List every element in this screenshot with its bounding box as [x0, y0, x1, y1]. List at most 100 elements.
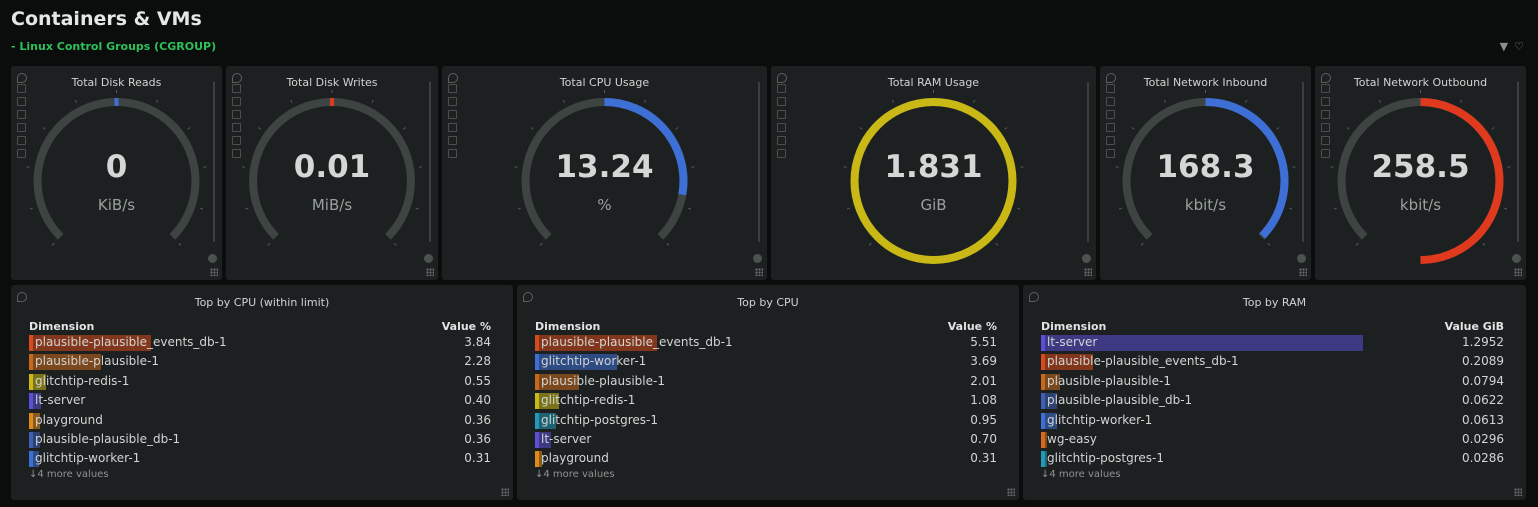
value-bar [29, 373, 47, 390]
table-card[interactable]: Top by CPU (within limit) Dimension Value … [11, 285, 513, 500]
resize-handle-icon[interactable] [426, 268, 434, 276]
table-row[interactable]: plausible-plausible-1 0.0794 [1041, 373, 1504, 390]
table-row[interactable]: glitchtip-postgres-1 0.0286 [1041, 450, 1504, 468]
resize-handle-icon[interactable] [1299, 268, 1307, 276]
more-values-link[interactable]: ↓4 more values [29, 469, 109, 480]
more-values-link[interactable]: ↓4 more values [535, 469, 615, 480]
tool-icon[interactable] [777, 97, 786, 106]
tool-icon[interactable] [17, 84, 26, 93]
tool-icon[interactable] [17, 149, 26, 158]
table-row[interactable]: wg-easy 0.0296 [1041, 431, 1504, 448]
column-header-value[interactable]: Value % [947, 320, 997, 333]
tool-icon[interactable] [777, 123, 786, 132]
more-values-link[interactable]: ↓4 more values [1041, 469, 1121, 480]
dimension-name: plausible-plausible_events_db-1 [541, 335, 733, 349]
table-row[interactable]: playground 0.36 [29, 412, 491, 429]
resize-handle-icon[interactable] [210, 268, 218, 276]
gauge-card[interactable]: Total Disk Reads 0 KiB/s [11, 66, 222, 280]
table-row[interactable]: glitchtip-redis-1 1.08 [535, 392, 997, 410]
gauge-scrollbar[interactable] [1087, 82, 1089, 242]
chart-toolbox[interactable] [1321, 84, 1330, 158]
table-row[interactable]: glitchtip-worker-1 0.0613 [1041, 412, 1504, 429]
tool-icon[interactable] [17, 123, 26, 132]
table-card[interactable]: Top by RAM Dimension Value GiB lt-server 1.2… [1023, 285, 1526, 500]
table-card[interactable]: Top by CPU Dimension Value % plausible-plau… [517, 285, 1019, 500]
gauge-card[interactable]: Total Network Outbound 258.5 kbit/s [1315, 66, 1526, 280]
table-row[interactable]: lt-server 0.40 [29, 392, 491, 410]
tool-icon[interactable] [1321, 149, 1330, 158]
resize-handle-icon[interactable] [1007, 488, 1015, 496]
resize-handle-icon[interactable] [1514, 488, 1522, 496]
chart-toolbox[interactable] [232, 84, 241, 158]
tool-icon[interactable] [232, 149, 241, 158]
gauge-card[interactable]: Total Network Inbound 168.3 kbit/s [1100, 66, 1311, 280]
gauge-card[interactable]: Total CPU Usage 13.24% [442, 66, 767, 280]
gauge-scrollbar[interactable] [429, 82, 431, 242]
table-row[interactable]: glitchtip-redis-1 0.55 [29, 373, 491, 390]
column-header-value[interactable]: Value GiB [1444, 320, 1504, 333]
tool-icon[interactable] [1321, 110, 1330, 119]
heart-icon[interactable]: ♡ [1514, 40, 1530, 53]
tool-icon[interactable] [1321, 123, 1330, 132]
tool-icon[interactable] [1106, 110, 1115, 119]
table-row[interactable]: plausible-plausible_db-1 0.0622 [1041, 392, 1504, 410]
tool-icon[interactable] [777, 149, 786, 158]
column-header-dimension[interactable]: Dimension [1041, 320, 1107, 333]
tool-icon[interactable] [1106, 123, 1115, 132]
tool-icon[interactable] [448, 123, 457, 132]
tool-icon[interactable] [777, 84, 786, 93]
resize-handle-icon[interactable] [501, 488, 509, 496]
table-row[interactable]: glitchtip-postgres-1 0.95 [535, 412, 997, 429]
tool-icon[interactable] [17, 97, 26, 106]
tool-icon[interactable] [1321, 136, 1330, 145]
gauge-scrollbar[interactable] [1302, 82, 1304, 242]
tool-icon[interactable] [232, 84, 241, 93]
resize-handle-icon[interactable] [1084, 268, 1092, 276]
chart-toolbox[interactable] [17, 84, 26, 158]
gauge-scrollbar[interactable] [1517, 82, 1519, 242]
tool-icon[interactable] [232, 110, 241, 119]
chart-toolbox[interactable] [1106, 84, 1115, 158]
tool-icon[interactable] [1106, 136, 1115, 145]
table-row[interactable]: lt-server 0.70 [535, 431, 997, 448]
gauge-card[interactable]: Total Disk Writes 0.01 MiB/s [226, 66, 438, 280]
tool-icon[interactable] [1106, 149, 1115, 158]
tool-icon[interactable] [232, 97, 241, 106]
tool-icon[interactable] [448, 84, 457, 93]
table-row[interactable]: plausible-plausible_events_db-1 0.2089 [1041, 353, 1504, 371]
table-row[interactable]: lt-server 1.2952 [1041, 334, 1504, 351]
column-header-dimension[interactable]: Dimension [29, 320, 95, 333]
tool-icon[interactable] [17, 110, 26, 119]
resize-handle-icon[interactable] [1514, 268, 1522, 276]
tool-icon[interactable] [777, 110, 786, 119]
table-row[interactable]: plausible-plausible_events_db-1 5.51 [535, 334, 997, 351]
filter-icon[interactable]: ▼ [1499, 40, 1515, 53]
column-header-value[interactable]: Value % [441, 320, 491, 333]
tool-icon[interactable] [1321, 97, 1330, 106]
table-row[interactable]: glitchtip-worker-1 0.31 [29, 450, 491, 468]
tool-icon[interactable] [232, 123, 241, 132]
table-row[interactable]: glitchtip-worker-1 3.69 [535, 353, 997, 371]
tool-icon[interactable] [777, 136, 786, 145]
gauge-scrollbar[interactable] [213, 82, 215, 242]
tool-icon[interactable] [17, 136, 26, 145]
tool-icon[interactable] [1106, 84, 1115, 93]
table-row[interactable]: plausible-plausible_events_db-1 3.84 [29, 334, 491, 351]
tool-icon[interactable] [1106, 97, 1115, 106]
chart-toolbox[interactable] [448, 84, 457, 158]
tool-icon[interactable] [448, 97, 457, 106]
tool-icon[interactable] [232, 136, 241, 145]
gauge-scrollbar[interactable] [758, 82, 760, 242]
table-row[interactable]: plausible-plausible-1 2.01 [535, 373, 997, 390]
tool-icon[interactable] [1321, 84, 1330, 93]
chart-toolbox[interactable] [777, 84, 786, 158]
tool-icon[interactable] [448, 149, 457, 158]
table-row[interactable]: playground 0.31 [535, 450, 997, 468]
resize-handle-icon[interactable] [755, 268, 763, 276]
table-row[interactable]: plausible-plausible_db-1 0.36 [29, 431, 491, 448]
tool-icon[interactable] [448, 136, 457, 145]
gauge-card[interactable]: Total RAM Usage 1.831 GiB [771, 66, 1096, 280]
column-header-dimension[interactable]: Dimension [535, 320, 601, 333]
tool-icon[interactable] [448, 110, 457, 119]
table-row[interactable]: plausible-plausible-1 2.28 [29, 353, 491, 371]
